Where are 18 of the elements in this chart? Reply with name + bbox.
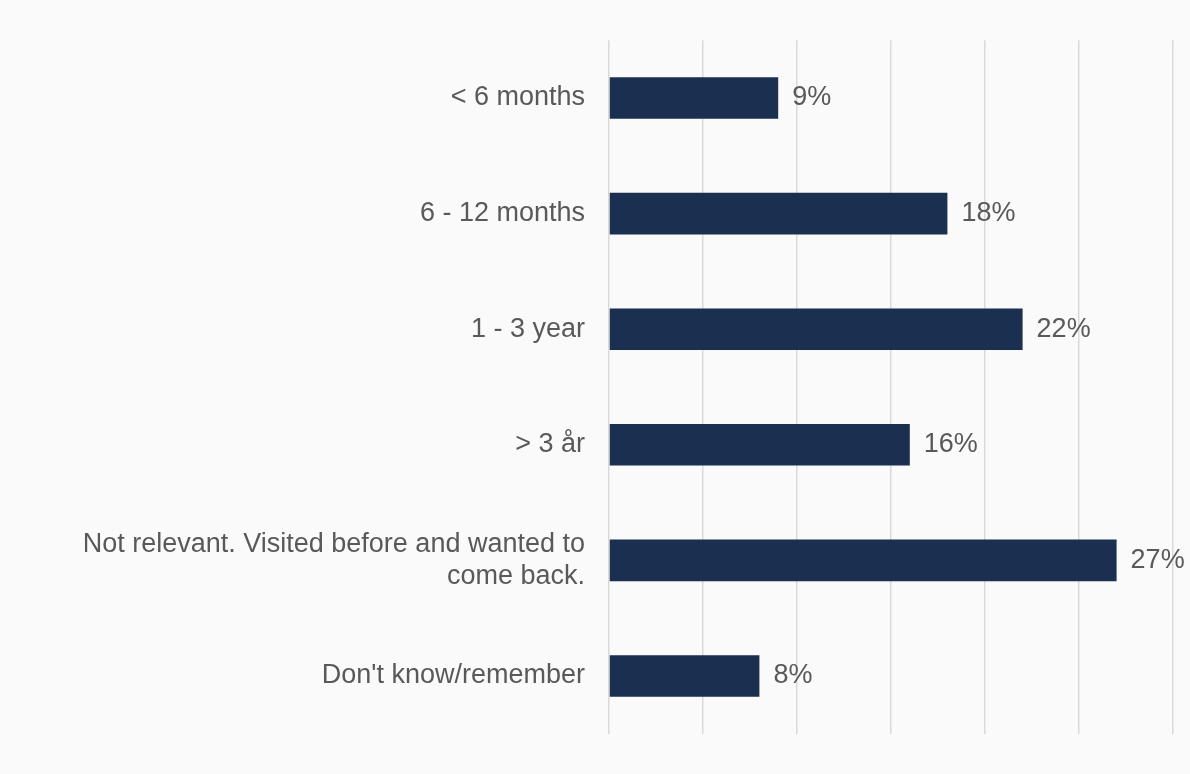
y-tick-label: < 6 months <box>450 81 585 112</box>
data-label: 8% <box>773 659 813 690</box>
data-label: 27% <box>1130 543 1185 574</box>
y-tick-label: > 3 år <box>515 428 586 459</box>
bar <box>609 308 1023 351</box>
data-label: 9% <box>792 81 832 112</box>
bar <box>609 423 910 466</box>
data-label: 18% <box>961 197 1016 228</box>
y-tick-label: Not relevant. Visited before and wanted to come back. <box>82 527 585 591</box>
bar <box>609 77 779 119</box>
data-label: 22% <box>1036 312 1091 343</box>
bar <box>609 539 1117 582</box>
bar <box>609 655 760 697</box>
y-tick-label: 6 - 12 months <box>419 197 585 228</box>
y-tick-label: Don't know/remember <box>321 659 586 690</box>
data-label: 16% <box>923 428 978 459</box>
bar <box>609 192 948 235</box>
y-tick-label: 1 - 3 year <box>470 312 585 343</box>
